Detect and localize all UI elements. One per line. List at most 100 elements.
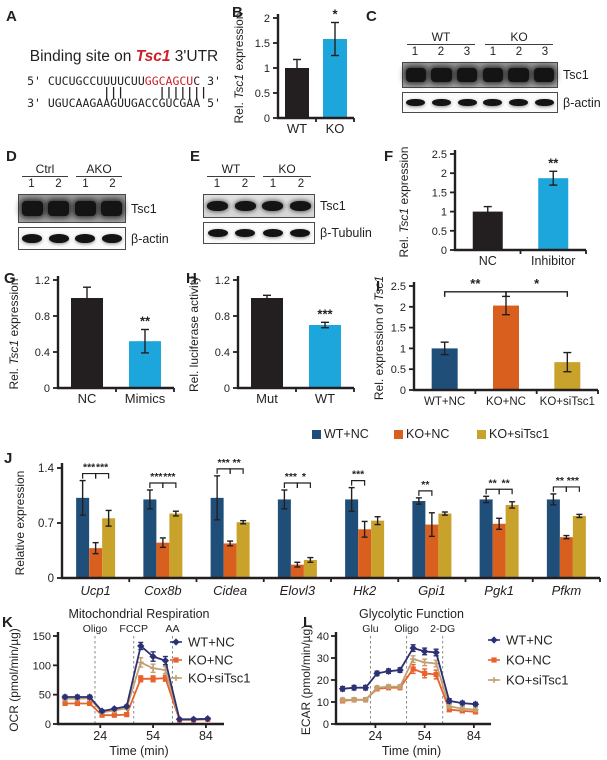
blot-group-label: KO	[485, 30, 553, 45]
y-tick-label: 10	[317, 697, 329, 709]
significance-stars: **	[502, 477, 511, 489]
bar	[546, 499, 560, 578]
significance-stars: **	[233, 457, 242, 469]
y-axis-label: Rel. expression of Tsc1	[372, 276, 386, 400]
panel-letter-a: A	[6, 8, 17, 25]
y-tick-label: 0	[44, 383, 50, 395]
y-tick-label: 0.8	[35, 311, 50, 323]
injection-label: AA	[165, 623, 179, 635]
panel-letter-d: D	[6, 148, 17, 165]
significance-stars: **	[421, 479, 430, 491]
y-tick-label: 0	[45, 719, 51, 731]
blot-strip	[402, 92, 558, 113]
significance-bracket	[498, 488, 513, 495]
bar	[371, 520, 385, 578]
gene-label: Cox8b	[144, 583, 182, 598]
blot-target-label: Tsc1	[320, 199, 346, 213]
y-tick-label: 1.5	[432, 187, 447, 199]
y-axis-label: Rel. Tsc1 expression	[232, 13, 246, 124]
y-axis-label: OCR (pmol/min/µg)	[7, 628, 21, 732]
protein-band	[48, 234, 69, 243]
base-pairing-bars: ||| |||||||	[40, 85, 208, 99]
significance-bracket	[296, 482, 311, 488]
bar	[345, 499, 359, 578]
x-category-label: NC	[479, 254, 497, 268]
gene-label: Ucp1	[80, 583, 110, 598]
gene-label: Pfkm	[552, 583, 582, 598]
blot-target-label: β-actin	[131, 231, 169, 246]
y-tick-label: 0	[224, 383, 230, 395]
blot-group-label: Ctrl	[21, 162, 69, 177]
protein-band	[534, 98, 554, 107]
y-tick-label: 20	[317, 675, 329, 687]
y-tick-label: 0.7	[38, 518, 54, 530]
panel-e-western-blot: WT KO 1 2 1 2 Tsc1 β-Tubulin	[203, 162, 372, 244]
gene-label: Gpi1	[418, 583, 445, 598]
y-tick-label: 1.2	[35, 275, 50, 287]
bar	[143, 499, 157, 578]
protein-band	[509, 98, 529, 107]
blot-strip	[18, 194, 126, 223]
significance-bracket	[351, 480, 366, 486]
y-tick-label: 0.4	[215, 347, 230, 359]
data-line	[65, 644, 208, 721]
panel-letter-b: B	[232, 4, 243, 21]
y-tick-label: 150	[33, 631, 51, 643]
protein-band	[234, 200, 256, 212]
protein-band	[405, 68, 427, 82]
bar	[493, 305, 519, 390]
protein-band	[289, 200, 311, 212]
bar	[472, 211, 503, 250]
bar	[223, 543, 237, 578]
panel-d-western-blot: Ctrl AKO 1 2 1 2 Tsc1 β-actin	[18, 162, 169, 250]
significance-bracket	[283, 482, 298, 488]
y-axis-label: Rel. luciferase activity	[187, 276, 201, 392]
x-tick-label: 54	[146, 729, 160, 743]
y-axis-label: Rel. Tsc1 expression	[397, 147, 411, 258]
injection-label: Oligo	[83, 623, 108, 635]
x-category-label: WT	[315, 391, 335, 406]
protein-band	[101, 234, 122, 243]
blot-target-label: Tsc1	[131, 201, 157, 216]
bar	[309, 325, 341, 388]
y-tick-label: 0	[441, 245, 447, 257]
panel-k-line-chart: Mitochondrial Respiration Oligo FCCP AA 0 50 1…	[7, 607, 251, 758]
y-tick-label: 2.5	[432, 149, 447, 161]
bar	[559, 537, 573, 578]
protein-band	[262, 228, 283, 238]
panel-c-western-blot: WT KO 1 2 3 1 2 3 Tsc1 β-actin	[402, 30, 601, 113]
legend-label: KO+siTsc1	[506, 673, 569, 688]
protein-band	[456, 68, 478, 82]
y-tick-label: 0.4	[35, 347, 50, 359]
significance-stars: ***	[217, 457, 230, 469]
blot-strip	[203, 222, 315, 244]
significance-bracket	[552, 486, 567, 492]
legend-label: WT+NC	[324, 427, 369, 441]
sequence-top: 5' CUCUGCCUUUUCUUGGCAGCUC 3'	[27, 74, 221, 88]
x-category-label: KO	[326, 121, 345, 136]
bar	[425, 524, 439, 578]
protein-band	[75, 234, 96, 243]
protein-band	[101, 200, 123, 217]
y-tick-label: 0.5	[391, 364, 406, 376]
significance-stars: ***	[163, 471, 176, 483]
y-tick-label: 1.4	[38, 463, 55, 475]
bar	[89, 548, 103, 578]
blot-group-label: AKO	[75, 162, 123, 177]
panel-letter-g: G	[4, 270, 16, 287]
panel-letter-i: I	[376, 278, 381, 295]
protein-band	[207, 200, 229, 212]
y-tick-label: 0	[264, 113, 270, 125]
panel-j-grouped-bar-chart: 00.71.4 *** ***Ucp1*** ***Cox8b*** **Cidea**…	[13, 427, 601, 598]
protein-band	[235, 228, 256, 238]
y-axis-label: Rel. Tsc1 expression	[7, 279, 21, 390]
panel-letter-l: L	[303, 614, 313, 631]
blot-strip	[402, 62, 558, 88]
chart-title: Glycolytic Function	[359, 607, 464, 621]
binding-site-title: Binding site on Tsc1 3'UTR	[29, 48, 219, 65]
blot-strip	[203, 194, 315, 218]
legend-label: KO+NC	[188, 653, 233, 668]
significance-bracket	[95, 472, 110, 479]
protein-band	[431, 68, 452, 82]
